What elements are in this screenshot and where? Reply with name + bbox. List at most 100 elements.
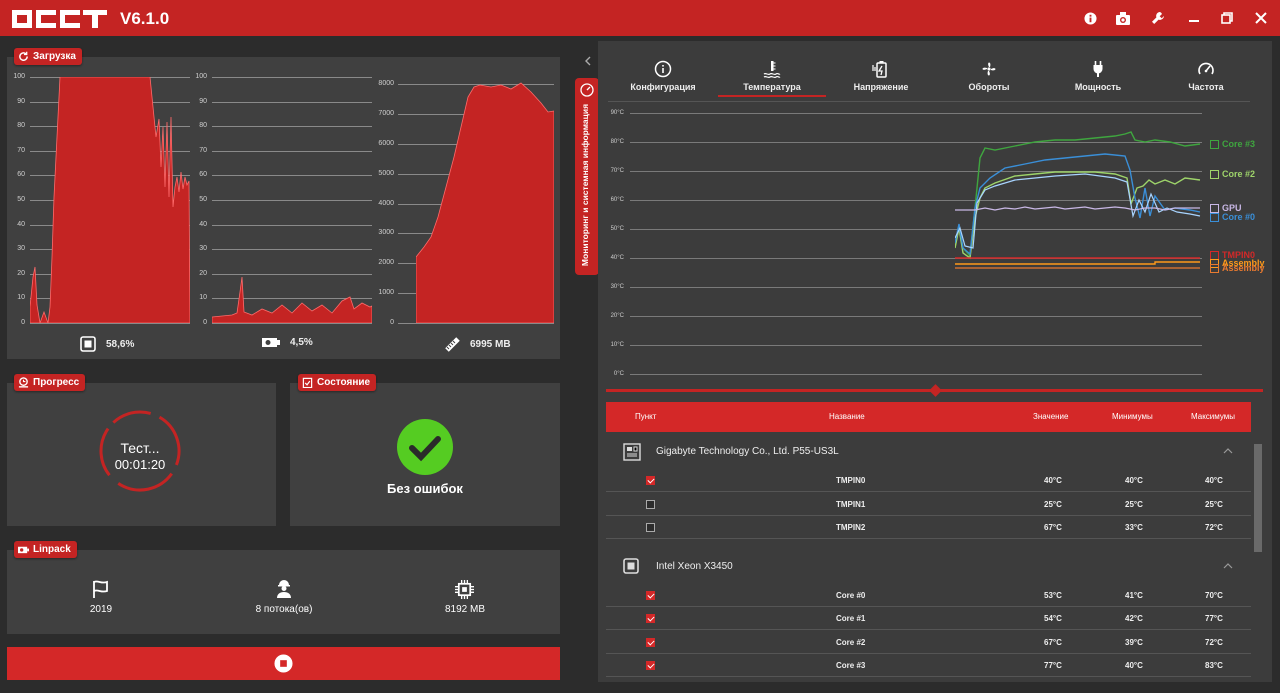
motherboard-icon xyxy=(623,443,641,464)
cpu-load-tick-label: 100 xyxy=(13,73,25,80)
sensor-group-header[interactable]: Intel Xeon X3450 xyxy=(606,552,1251,582)
table-header xyxy=(606,402,1251,432)
header-value[interactable]: Значение xyxy=(1033,412,1069,421)
tab-frequency[interactable]: Частота xyxy=(1151,60,1261,92)
gpu-load-grid-line xyxy=(212,200,372,201)
sensor-group-header[interactable]: Gigabyte Technology Co., Ltd. P55-US3L xyxy=(606,437,1251,467)
linpack-panel xyxy=(7,550,560,634)
cpu-load-chart xyxy=(30,77,190,323)
sensor-value: 67°C xyxy=(1044,523,1062,532)
legend-label: Core #2 xyxy=(1222,169,1256,179)
sensor-min: 41°C xyxy=(1125,590,1143,600)
gpu-load-grid-line xyxy=(212,101,372,103)
info-icon[interactable] xyxy=(1082,10,1098,26)
camera-icon[interactable] xyxy=(1115,10,1131,26)
tab-power[interactable]: Мощность xyxy=(1043,60,1153,92)
sensor-max: 72°C xyxy=(1205,523,1223,532)
table-row[interactable]: Core #3 77°C 40°C 83°C xyxy=(606,654,1251,677)
temperature-tick-label: 20°C xyxy=(610,313,624,319)
monitoring-side-tab[interactable]: Мониторинг и системная информация xyxy=(575,78,599,275)
collapse-arrow-icon[interactable] xyxy=(583,56,593,66)
table-row[interactable]: Core #0 53°C 41°C 70°C xyxy=(606,584,1251,607)
occt-logo xyxy=(12,10,107,28)
table-scrollbar[interactable] xyxy=(1253,432,1263,680)
header-max[interactable]: Максимумы xyxy=(1191,412,1236,421)
sensor-name: Core #3 xyxy=(836,661,866,670)
legend-item[interactable]: Assembly xyxy=(1210,258,1265,268)
legend-swatch xyxy=(1210,212,1219,222)
legend-item[interactable]: GPU xyxy=(1210,203,1242,213)
legend-item[interactable]: Core #2 xyxy=(1210,169,1255,179)
legend-item[interactable]: Core #0 xyxy=(1210,212,1255,222)
title-bar: V6.1.0 xyxy=(0,0,1280,36)
table-row[interactable]: TMPIN2 67°C 33°C 72°C xyxy=(606,516,1251,539)
cpu-load-tick-label: 20 xyxy=(17,269,25,277)
memory-usage-tick-label: 8000 xyxy=(378,80,394,87)
table-row[interactable]: Core #2 67°C 39°C 72°C xyxy=(606,631,1251,654)
plug-icon xyxy=(1093,61,1103,77)
row-checkbox[interactable] xyxy=(646,499,655,509)
restore-icon[interactable] xyxy=(1219,10,1235,26)
tab-configuration-label: Конфигурация xyxy=(630,82,696,92)
table-row[interactable]: TMPIN0 40°C 40°C 40°C xyxy=(606,469,1251,492)
legend-label: Assembly xyxy=(1222,258,1265,268)
tab-configuration[interactable]: Конфигурация xyxy=(608,60,718,92)
row-checkbox[interactable] xyxy=(646,523,655,532)
sensor-min: 33°C xyxy=(1125,523,1143,532)
info-icon xyxy=(654,60,672,78)
tab-fans-label: Обороты xyxy=(968,82,1010,92)
memory-usage-tick-label: 6000 xyxy=(378,139,394,147)
sensor-name: TMPIN2 xyxy=(836,523,866,532)
minimize-icon[interactable] xyxy=(1186,10,1202,26)
legend-label: TMPIN0 xyxy=(1222,250,1256,260)
linpack-icon xyxy=(18,546,29,554)
sensor-min: 40°C xyxy=(1125,476,1143,485)
row-checkbox[interactable] xyxy=(646,661,655,670)
temperature-tick-label: 60°C xyxy=(610,197,624,203)
cpu-load-grid-line xyxy=(30,323,190,324)
gpu-load-tick-label: 70 xyxy=(199,146,207,154)
gpu-load-tick-label: 100 xyxy=(195,73,207,80)
scrollbar-thumb[interactable] xyxy=(1254,444,1262,552)
sensor-group-title: Intel Xeon X3450 xyxy=(656,560,733,572)
row-checkbox[interactable] xyxy=(646,476,655,485)
tab-power-label: Мощность xyxy=(1074,82,1122,92)
table-row[interactable]: Core #1 54°C 42°C 77°C xyxy=(606,607,1251,630)
chevron-up-icon[interactable] xyxy=(1223,562,1233,570)
sensor-min: 42°C xyxy=(1125,614,1143,623)
progress-label: Прогресс xyxy=(33,377,80,388)
sensor-name: Core #0 xyxy=(836,590,866,600)
tab-voltage[interactable]: Напряжение xyxy=(826,60,936,92)
table-row[interactable]: TMPIN1 25°C 25°C 25°C xyxy=(606,493,1251,516)
gpu-load-tick-label: 50 xyxy=(199,196,207,203)
tab-fans[interactable]: Обороты xyxy=(934,60,1044,92)
tab-temperature-label: Температура xyxy=(743,82,801,92)
stop-button[interactable] xyxy=(7,647,560,680)
row-checkbox[interactable] xyxy=(646,637,655,647)
temperature-tick-label: 50°C xyxy=(610,226,624,232)
row-checkbox[interactable] xyxy=(646,590,655,600)
memory-usage-footer: 6995 MB xyxy=(444,336,511,352)
temperature-tick-label: 90°C xyxy=(610,110,624,116)
header-item[interactable]: Пункт xyxy=(635,412,657,421)
wrench-icon[interactable] xyxy=(1150,10,1166,26)
refresh-icon xyxy=(19,51,28,61)
linpack-threads: 8 потока(ов) xyxy=(255,604,313,615)
gpu-load-tick-label: 40 xyxy=(199,220,207,228)
linpack-label: Linpack xyxy=(33,544,71,555)
chevron-up-icon[interactable] xyxy=(1223,447,1233,455)
progress-panel xyxy=(7,383,276,526)
header-name[interactable]: Название xyxy=(829,412,865,421)
tab-temperature[interactable]: Температура xyxy=(717,60,827,92)
sensor-min: 40°C xyxy=(1125,661,1143,670)
header-min[interactable]: Минимумы xyxy=(1112,412,1153,421)
legend-item[interactable]: Core #3 xyxy=(1210,139,1255,149)
close-icon[interactable] xyxy=(1253,10,1269,26)
memory-usage-tick-label: 0 xyxy=(390,319,394,326)
stop-icon xyxy=(274,654,293,673)
tabs-divider xyxy=(608,101,1250,102)
gpu-load-tick-label: 90 xyxy=(199,97,207,105)
legend-item[interactable]: Assembly xyxy=(1210,263,1265,273)
legend-label: GPU xyxy=(1222,203,1242,213)
row-checkbox[interactable] xyxy=(646,614,655,623)
